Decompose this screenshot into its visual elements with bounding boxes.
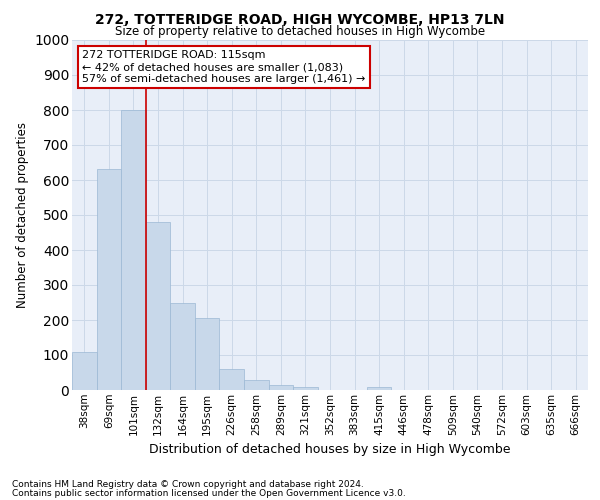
Bar xyxy=(367,386,391,390)
Y-axis label: Number of detached properties: Number of detached properties xyxy=(16,122,29,308)
Bar xyxy=(293,386,318,390)
Text: 272 TOTTERIDGE ROAD: 115sqm
← 42% of detached houses are smaller (1,083)
57% of : 272 TOTTERIDGE ROAD: 115sqm ← 42% of det… xyxy=(82,50,365,84)
Text: Contains HM Land Registry data © Crown copyright and database right 2024.: Contains HM Land Registry data © Crown c… xyxy=(12,480,364,489)
Bar xyxy=(195,318,220,390)
X-axis label: Distribution of detached houses by size in High Wycombe: Distribution of detached houses by size … xyxy=(149,443,511,456)
Text: 272, TOTTERIDGE ROAD, HIGH WYCOMBE, HP13 7LN: 272, TOTTERIDGE ROAD, HIGH WYCOMBE, HP13… xyxy=(95,12,505,26)
Bar xyxy=(121,110,146,390)
Bar xyxy=(146,222,170,390)
Text: Size of property relative to detached houses in High Wycombe: Size of property relative to detached ho… xyxy=(115,25,485,38)
Bar xyxy=(97,170,121,390)
Bar xyxy=(220,369,244,390)
Bar xyxy=(72,352,97,390)
Bar xyxy=(244,380,269,390)
Bar xyxy=(170,302,195,390)
Bar xyxy=(269,385,293,390)
Text: Contains public sector information licensed under the Open Government Licence v3: Contains public sector information licen… xyxy=(12,488,406,498)
